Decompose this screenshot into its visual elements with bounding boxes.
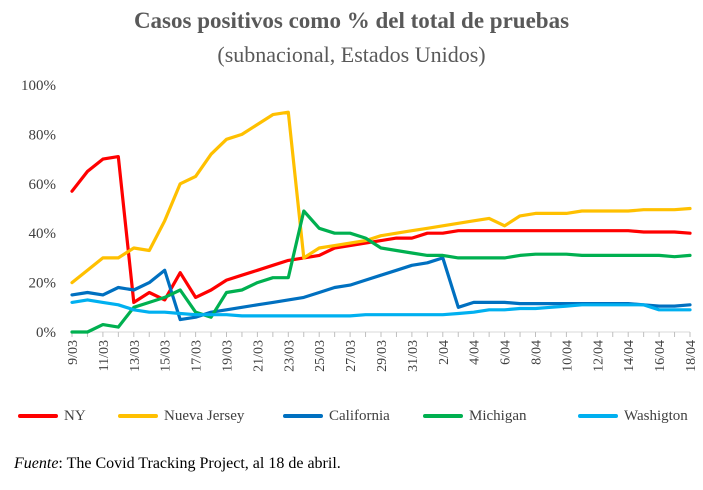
legend-item: Michigan bbox=[423, 405, 527, 427]
y-tick-label: 20% bbox=[29, 276, 57, 292]
x-tick-label: 31/03 bbox=[406, 340, 421, 372]
x-tick-label: 25/03 bbox=[313, 340, 328, 372]
legend-label: Washigton bbox=[624, 407, 688, 424]
chart-subtitle: (subnacional, Estados Unidos) bbox=[217, 42, 486, 67]
x-tick-label: 6/04 bbox=[499, 340, 514, 365]
y-tick-label: 60% bbox=[29, 177, 57, 193]
y-tick-label: 0% bbox=[36, 325, 56, 341]
legend-item: NY bbox=[18, 405, 86, 427]
axes: 0% 20% 40% 60% 80% 100% 9/03 11/03 13/03 15/03 17/… bbox=[21, 78, 699, 372]
source-text: : The Covid Tracking Project, al 18 de a… bbox=[58, 455, 341, 472]
legend-swatch bbox=[578, 414, 618, 418]
series-line-michigan bbox=[70, 209, 692, 334]
legend-item: California bbox=[283, 405, 390, 427]
x-tick-label: 11/03 bbox=[97, 340, 112, 371]
legend-label: Michigan bbox=[469, 407, 527, 424]
x-tick-label: 8/04 bbox=[530, 340, 545, 365]
x-tick-label: 21/03 bbox=[251, 340, 266, 372]
x-tick-label: 23/03 bbox=[282, 340, 297, 372]
legend-item: Washigton bbox=[578, 405, 688, 427]
line-chart: 0% 20% 40% 60% 80% 100% 9/03 11/03 13/03 15/03 17/… bbox=[21, 78, 699, 372]
x-tick-label: 4/04 bbox=[468, 340, 483, 365]
x-tick-label: 18/04 bbox=[684, 340, 699, 372]
x-tick-label: 29/03 bbox=[375, 340, 390, 372]
source-label: Fuente bbox=[14, 455, 59, 472]
y-tick-label: 40% bbox=[29, 226, 57, 242]
legend-item: Nueva Jersey bbox=[118, 405, 244, 427]
y-tick-label: 100% bbox=[21, 78, 56, 94]
legend-swatch bbox=[18, 414, 58, 418]
x-tick-label: 10/04 bbox=[560, 340, 575, 372]
x-tick-label: 27/03 bbox=[344, 340, 359, 372]
legend-label: California bbox=[329, 407, 390, 424]
series-line-ny bbox=[70, 155, 692, 304]
legend-label: NY bbox=[64, 407, 86, 424]
legend-label: Nueva Jersey bbox=[164, 407, 245, 424]
chart-title: Casos positivos como % del total de prue… bbox=[133, 8, 570, 33]
x-tick-label: 19/03 bbox=[221, 340, 236, 372]
y-tick-label: 80% bbox=[29, 127, 57, 143]
x-tick-label: 16/04 bbox=[653, 340, 668, 372]
x-tick-label: 17/03 bbox=[190, 340, 205, 372]
series-line-nueva-jersey bbox=[70, 110, 692, 285]
x-tick-label: 15/03 bbox=[159, 340, 174, 372]
x-tick-label: 12/04 bbox=[591, 340, 606, 372]
series-lines bbox=[70, 110, 692, 334]
x-tick-label: 9/03 bbox=[66, 340, 81, 365]
legend-swatch bbox=[423, 414, 463, 418]
legend-swatch bbox=[283, 414, 323, 418]
chart-legend: NY Nueva Jersey California Michigan Washigto… bbox=[18, 405, 698, 427]
series-line-washigton bbox=[70, 298, 692, 318]
x-tick-label: 14/04 bbox=[622, 340, 637, 372]
series-line-california bbox=[70, 256, 692, 322]
x-tick-label: 13/03 bbox=[128, 340, 143, 372]
source-note: Fuente: The Covid Tracking Project, al 1… bbox=[14, 455, 341, 473]
legend-swatch bbox=[118, 414, 158, 418]
x-tick-label: 2/04 bbox=[437, 340, 452, 365]
